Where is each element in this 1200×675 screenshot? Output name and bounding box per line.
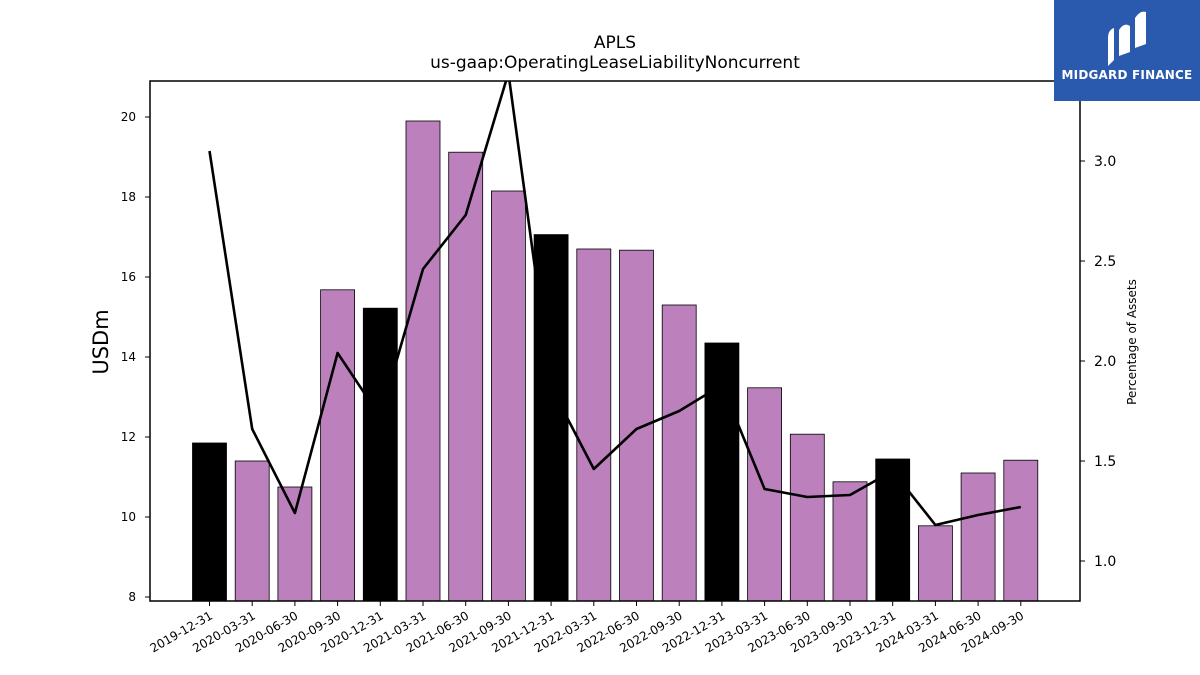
y-left-tick-label: 8 [128,590,136,604]
bar-2020-03-31 [234,460,270,602]
y-left-tick-label: 14 [121,350,136,364]
y-axis-left-label: USDm [89,309,113,374]
y-left-tick-label: 10 [121,510,136,524]
bar-2023-06-30 [789,433,825,602]
y-right-tick-label: 2.5 [1094,254,1116,270]
bar-2019-12-31 [192,442,227,602]
logo-mark-icon [1108,11,1146,66]
y-left-tick-label: 12 [121,430,136,444]
chart-subtitle: us-gaap:OperatingLeaseLiabilityNoncurren… [430,53,800,73]
y-axis-right-label: Percentage of Assets [1125,279,1139,405]
bar-2023-09-30 [832,481,868,602]
bar-2024-03-31 [918,525,953,602]
bar-2022-03-31 [576,248,612,602]
y-left-tick-label: 18 [121,190,136,204]
y-right-tick-label: 2.0 [1094,354,1116,370]
bar-2023-03-31 [747,387,782,602]
bar-2020-12-31 [362,307,398,602]
y-right-tick-label: 1.0 [1094,554,1116,570]
percentage-of-assets-line [208,81,1022,527]
y-left-tick-label: 20 [121,110,136,124]
logo-text: MIDGARD FINANCE [1061,68,1193,82]
bar-group [192,120,1039,602]
plot-frame [149,80,1081,602]
y-right-tick-label: 3.0 [1094,154,1116,170]
line-group [208,81,1022,527]
y-right-tick-label: 1.5 [1094,454,1116,470]
y-axis-left: 8 10 12 14 16 18 20 [121,110,150,604]
logo: MIDGARD FINANCE [1054,0,1200,101]
bar-2021-06-30 [448,151,484,602]
bar-2022-09-30 [661,304,697,602]
y-axis-right: 1.0 1.5 2.0 2.5 3.0 [1080,154,1116,570]
bar-2021-12-31 [533,234,569,602]
bar-2020-09-30 [320,289,356,602]
chart-title: APLS [594,33,636,53]
bar-2022-06-30 [619,249,654,602]
bar-2023-12-31 [875,458,911,602]
bar-2024-06-30 [960,472,996,602]
bar-2021-03-31 [405,120,441,602]
bar-2024-09-30 [1003,459,1039,602]
x-axis: 2019-12-312020-03-312020-06-302020-09-30… [148,601,1026,655]
bar-2022-12-31 [704,342,740,602]
bar-2020-06-30 [277,486,313,602]
y-left-tick-label: 16 [121,270,136,284]
bar-2021-09-30 [490,190,526,602]
